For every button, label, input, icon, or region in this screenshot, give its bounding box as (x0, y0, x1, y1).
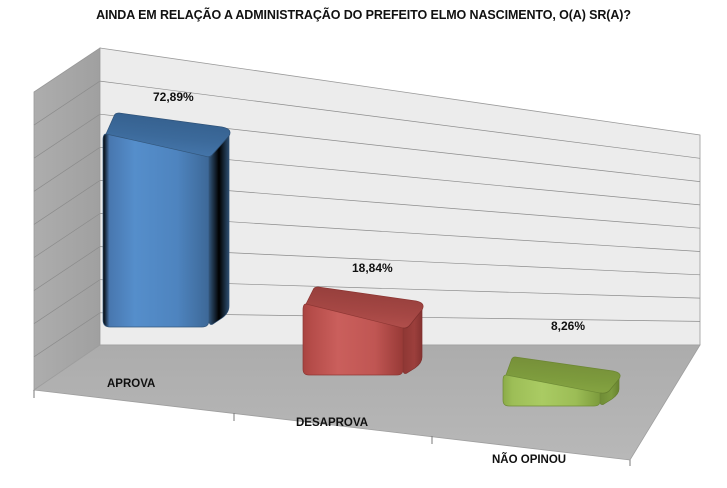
value-label-desaprova: 18,84% (352, 261, 393, 275)
category-label-nao-opinou: NÃO OPINOU (492, 454, 567, 466)
category-label-aprova: APROVA (107, 378, 156, 390)
bar-aprova[interactable] (102, 112, 231, 328)
bar-nao-opinou[interactable] (502, 356, 621, 407)
left-side-wall (33, 47, 101, 391)
value-label-nao-opinou: 8,26% (551, 319, 586, 333)
value-label-aprova: 72,89% (153, 90, 194, 104)
bar-desaprova[interactable] (302, 286, 424, 376)
chart-title: AINDA EM RELAÇÃO A ADMINISTRAÇÃO DO PREF… (96, 8, 631, 22)
category-label-desaprova: DESAPROVA (296, 417, 368, 429)
